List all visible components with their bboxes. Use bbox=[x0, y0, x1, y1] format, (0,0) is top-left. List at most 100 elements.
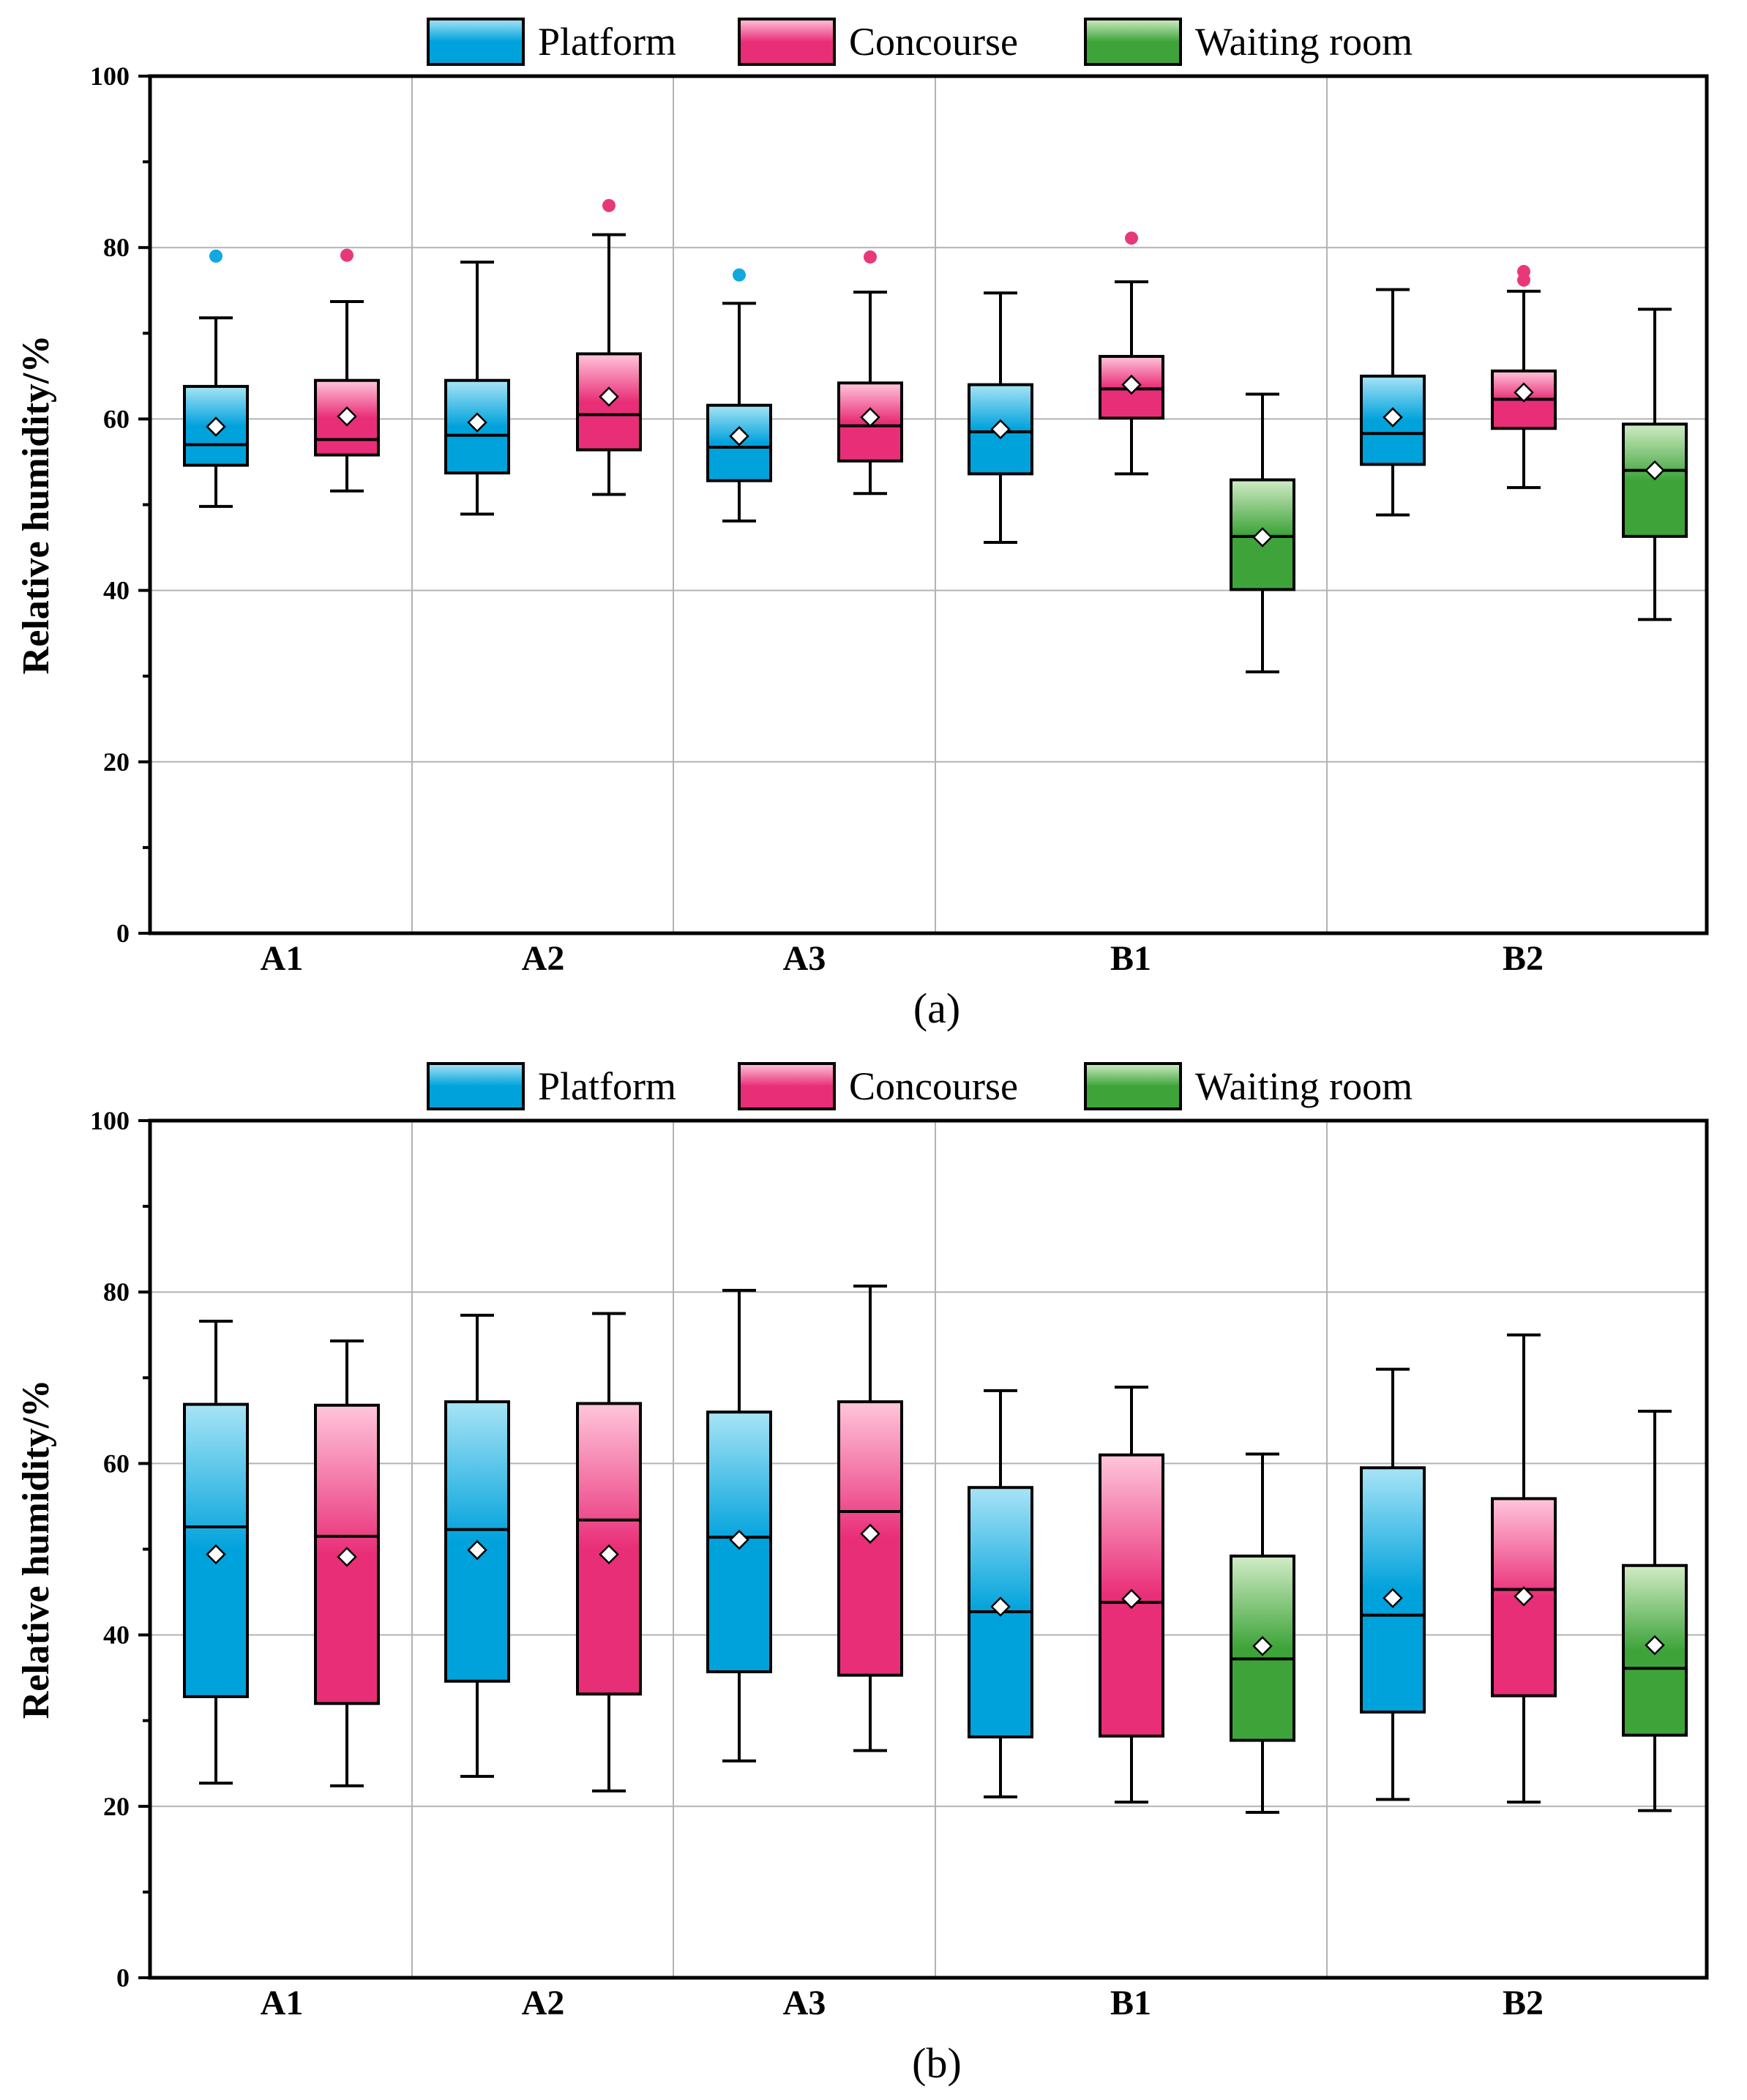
mean-marker bbox=[1645, 460, 1665, 481]
legend-item-platform: Platform bbox=[427, 18, 676, 66]
legend-swatch bbox=[427, 1062, 525, 1110]
outlier-point bbox=[733, 268, 746, 282]
legend-swatch bbox=[738, 18, 836, 66]
legend-swatch bbox=[1084, 1062, 1182, 1110]
box-b1-platform bbox=[968, 291, 1033, 545]
x-category-label: A1 bbox=[261, 939, 304, 978]
y-tick-label: 20 bbox=[103, 1792, 130, 1821]
x-category-label: B2 bbox=[1503, 1984, 1544, 2022]
mean-marker bbox=[1514, 382, 1534, 403]
outlier-point bbox=[864, 250, 877, 264]
mean-marker bbox=[1121, 1588, 1142, 1610]
box-a2-concourse bbox=[576, 1312, 642, 1793]
panel-label: (b) bbox=[912, 2039, 962, 2087]
x-category-label: A1 bbox=[261, 1984, 304, 2022]
outlier-point bbox=[340, 248, 353, 262]
mean-marker bbox=[1121, 374, 1142, 395]
y-axis-label: Relative humidity/% bbox=[15, 1380, 57, 1719]
legend-label: Concourse bbox=[849, 20, 1018, 64]
x-category-label: B2 bbox=[1503, 939, 1544, 978]
box-b2-concourse bbox=[1491, 264, 1557, 490]
outlier-point bbox=[209, 249, 222, 263]
box-a3-platform bbox=[706, 1288, 772, 1763]
legend-item-concourse: Concourse bbox=[738, 1062, 1018, 1110]
x-category-label: B1 bbox=[1110, 939, 1151, 978]
mean-marker bbox=[1252, 527, 1273, 548]
y-tick-label: 60 bbox=[103, 404, 130, 433]
mean-marker bbox=[337, 1547, 357, 1567]
y-tick-label: 80 bbox=[103, 1277, 130, 1307]
x-category-label: A2 bbox=[522, 939, 565, 978]
y-tick-label: 40 bbox=[103, 576, 130, 605]
outlier-point bbox=[1517, 264, 1530, 278]
mean-marker bbox=[990, 1596, 1011, 1617]
mean-marker bbox=[860, 407, 880, 427]
box-a1-concourse bbox=[314, 248, 380, 493]
box-b1-waiting-room bbox=[1230, 1452, 1295, 1814]
group-a1: A1 bbox=[183, 1320, 380, 2022]
group-a3: A3 bbox=[706, 250, 903, 978]
box-a2-platform bbox=[444, 261, 510, 516]
legend: Platform Concourse Waiting room bbox=[427, 1062, 1413, 1110]
y-tick-label: 20 bbox=[103, 747, 130, 777]
legend: Platform Concourse Waiting room bbox=[427, 18, 1413, 66]
mean-marker bbox=[467, 412, 487, 433]
y-tick-label: 60 bbox=[103, 1449, 130, 1478]
group-a3: A3 bbox=[706, 1285, 903, 2022]
mean-marker bbox=[599, 1544, 619, 1565]
box-a1-platform bbox=[183, 249, 249, 508]
y-tick-label: 0 bbox=[116, 919, 130, 948]
mean-marker bbox=[1383, 1588, 1403, 1609]
x-category-label: B1 bbox=[1110, 1984, 1151, 2022]
box-b1-waiting-room bbox=[1230, 392, 1295, 673]
box-b2-waiting-room bbox=[1622, 307, 1688, 621]
panel-a: 0 20 40 60 80 100 Relative humidity/% A1 A2 A3 B1 B… bbox=[15, 18, 1709, 1032]
box-b1-concourse bbox=[1099, 231, 1164, 476]
group-b2: B2 bbox=[1360, 264, 1688, 978]
mean-marker bbox=[1514, 1586, 1534, 1607]
mean-marker bbox=[1383, 407, 1403, 427]
iqr-box bbox=[1622, 1563, 1688, 1737]
y-tick-label: 100 bbox=[90, 61, 130, 91]
x-category-label: A2 bbox=[522, 1984, 565, 2022]
panel-label: (a) bbox=[913, 984, 960, 1032]
mean-marker bbox=[467, 1539, 487, 1561]
legend-label: Platform bbox=[538, 20, 676, 64]
box-b1-concourse bbox=[1099, 1386, 1164, 1804]
y-tick-label: 40 bbox=[103, 1621, 130, 1650]
mean-marker bbox=[337, 406, 357, 427]
legend-label: Waiting room bbox=[1195, 20, 1413, 64]
plot-frame bbox=[148, 74, 1709, 935]
box-b2-concourse bbox=[1491, 1333, 1557, 1804]
group-a1: A1 bbox=[183, 248, 380, 978]
mean-marker bbox=[729, 426, 749, 446]
x-category-label: A3 bbox=[783, 939, 826, 978]
legend-item-platform: Platform bbox=[427, 1062, 676, 1110]
legend-label: Waiting room bbox=[1195, 1064, 1413, 1108]
legend-swatch bbox=[427, 18, 525, 66]
legend-swatch bbox=[738, 1062, 836, 1110]
legend-label: Concourse bbox=[849, 1064, 1018, 1108]
group-b1: B1 bbox=[968, 1386, 1295, 2022]
box-a2-concourse bbox=[576, 198, 642, 496]
mean-marker bbox=[990, 419, 1011, 440]
y-tick-label: 80 bbox=[103, 233, 130, 262]
mean-marker bbox=[729, 1529, 749, 1550]
box-b2-waiting-room bbox=[1622, 1409, 1688, 1812]
legend-swatch bbox=[1084, 18, 1182, 66]
x-category-label: A3 bbox=[783, 1984, 826, 2022]
box-b2-platform bbox=[1360, 1367, 1426, 1801]
group-b1: B1 bbox=[968, 231, 1295, 978]
group-a2: A2 bbox=[444, 1312, 642, 2022]
mean-marker bbox=[1252, 1636, 1273, 1656]
legend-item-waiting-room: Waiting room bbox=[1084, 18, 1413, 66]
box-a1-concourse bbox=[314, 1339, 380, 1787]
box-a3-platform bbox=[706, 268, 772, 523]
box-a1-platform bbox=[183, 1320, 249, 1785]
outlier-point bbox=[1125, 231, 1138, 245]
box-a3-concourse bbox=[837, 1285, 903, 1752]
box-b2-platform bbox=[1360, 288, 1426, 517]
plot-frame bbox=[148, 1118, 1709, 1980]
mean-marker bbox=[599, 386, 619, 407]
